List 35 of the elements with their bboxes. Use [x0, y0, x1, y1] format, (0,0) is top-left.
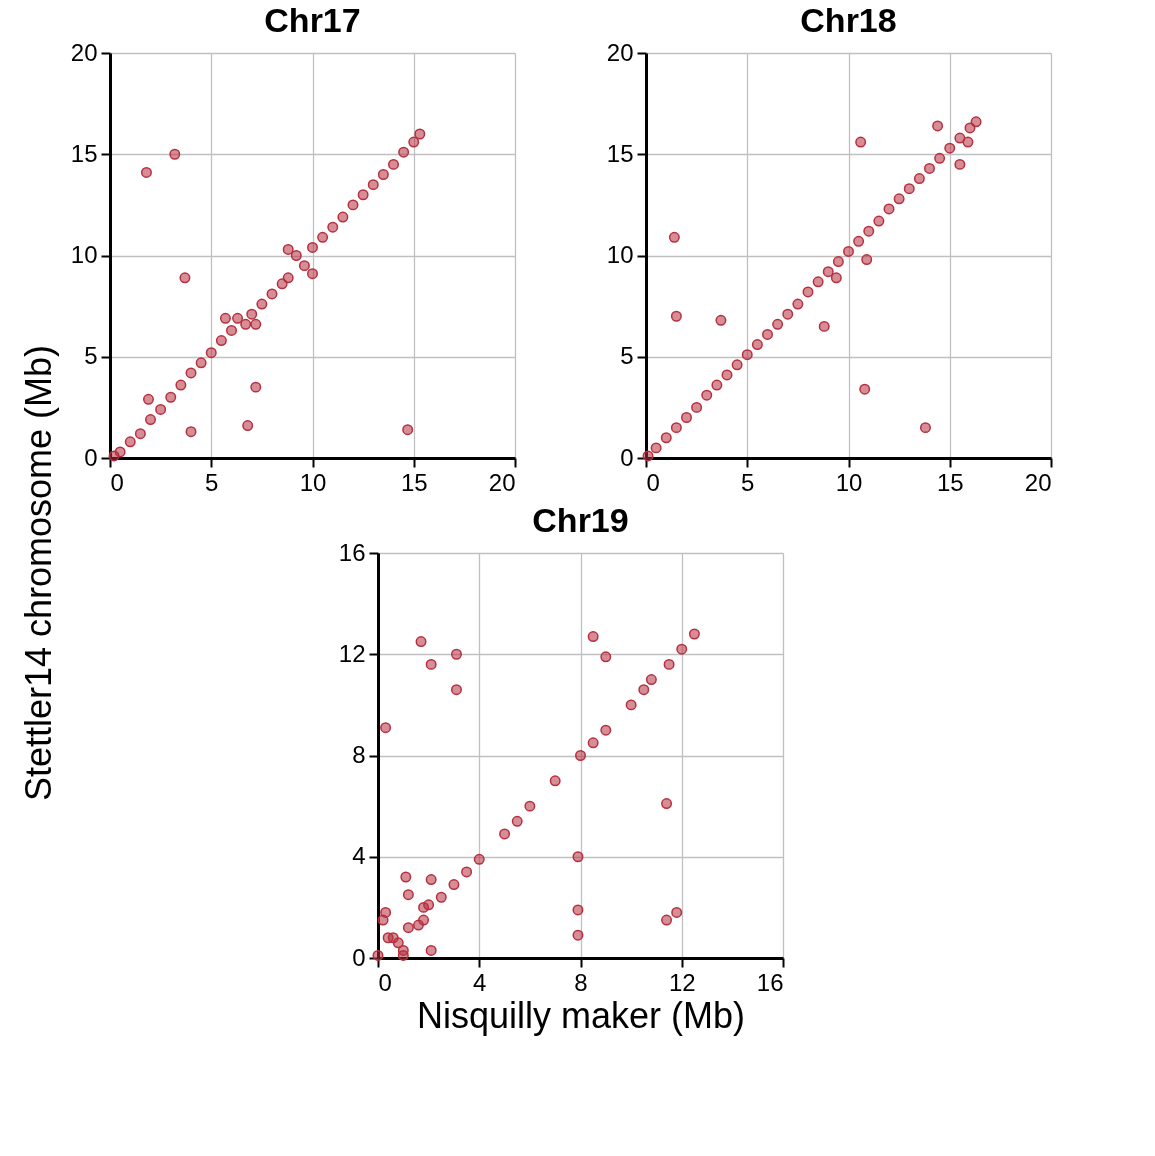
x-tick-label: 15 [936, 468, 964, 496]
y-tick-label: 10 [70, 241, 98, 268]
x-tick-label: 8 [574, 968, 588, 996]
x-tick-label: 4 [473, 968, 487, 996]
y-tick-label: 12 [338, 639, 366, 667]
x-tick-label: 20 [488, 468, 516, 496]
chart-title: Chr19 [532, 501, 629, 539]
y-tick-label: 8 [352, 741, 366, 768]
x-tick-label: 5 [741, 468, 755, 496]
x-tick-label: 10 [835, 468, 863, 496]
x-tick-label: 0 [378, 968, 392, 996]
y-tick-label: 0 [84, 443, 98, 471]
x-axis-title: Nisquilly maker (Mb) [416, 994, 746, 1036]
y-tick-label: 20 [70, 38, 98, 66]
x-tick-label: 20 [1024, 468, 1052, 496]
y-axis-title: Stettler14 chromosome (Mb) [18, 344, 59, 802]
y-tick-label: 5 [84, 342, 98, 370]
chart-title: Chr18 [800, 1, 897, 39]
y-tick-label: 16 [338, 538, 366, 566]
y-tick-label: 0 [620, 443, 634, 471]
x-tick-label: 15 [400, 468, 428, 496]
y-tick-label: 0 [352, 943, 366, 971]
x-tick-label: 12 [668, 968, 696, 996]
y-tick-label: 20 [606, 38, 634, 66]
x-tick-label: 10 [299, 468, 327, 496]
y-tick-label: 5 [620, 342, 634, 370]
y-tick-label: 15 [70, 139, 98, 167]
x-tick-label: 5 [205, 468, 219, 496]
y-tick-label: 10 [606, 241, 634, 268]
y-tick-label: 15 [606, 139, 634, 167]
chart-title: Chr17 [264, 1, 361, 39]
x-tick-label: 0 [110, 468, 124, 496]
y-tick-label: 4 [352, 842, 366, 870]
x-tick-label: 16 [756, 968, 784, 996]
x-tick-label: 0 [646, 468, 660, 496]
